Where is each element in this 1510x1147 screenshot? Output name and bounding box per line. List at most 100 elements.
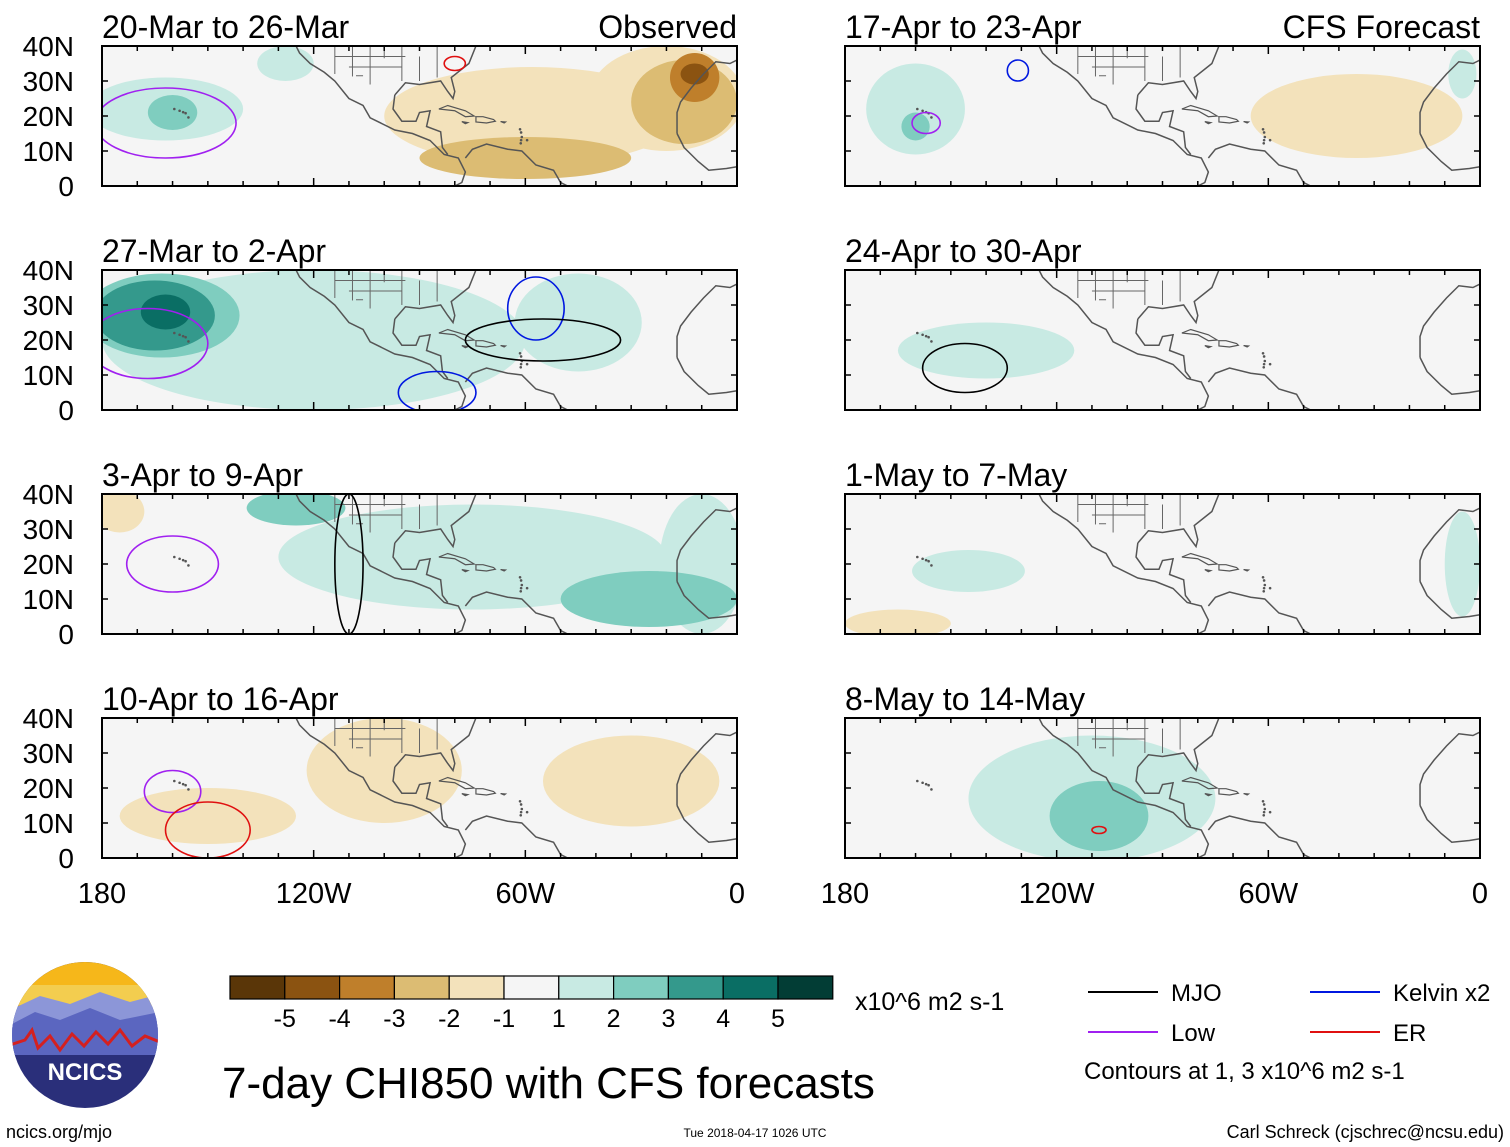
coastline [1137, 270, 1220, 325]
y-tick-label: 40N [23, 479, 74, 510]
figure-title: 7-day CHI850 with CFS forecasts [222, 1059, 875, 1108]
y-tick-label: 30N [23, 66, 74, 97]
island-dot [921, 333, 924, 337]
coastline [1419, 59, 1480, 134]
island-dot [519, 803, 523, 806]
coastline [1137, 46, 1220, 101]
contour-er [443, 55, 467, 72]
island-outline [1204, 345, 1213, 349]
island-outline [475, 116, 497, 124]
timestamp: Tue 2018-04-17 1026 UTC [684, 1126, 827, 1140]
island-outline [438, 776, 477, 790]
island-dot [927, 559, 930, 563]
island-dot [1263, 359, 1267, 363]
coastline [1038, 270, 1210, 410]
ncics-logo: NCICS [12, 962, 158, 1108]
anomaly-fill [119, 788, 297, 844]
legend-label: Kelvin x2 [1393, 980, 1490, 1007]
site-url[interactable]: ncics.org/mjo [6, 1122, 112, 1142]
island-outline [1204, 569, 1213, 573]
coastline [464, 367, 568, 410]
island-dot [1262, 366, 1266, 369]
coastline [392, 766, 449, 827]
island-dot [1261, 800, 1265, 803]
island-dot [924, 334, 928, 338]
island-outline [475, 788, 497, 796]
coastline [1137, 494, 1220, 549]
island-dot [1262, 579, 1266, 582]
contour-mjo [921, 342, 1009, 394]
island-dot [1263, 135, 1267, 139]
author-credit: Carl Schreck (cjschrec@ncsu.edu) [1227, 1122, 1504, 1142]
coastline [392, 542, 449, 603]
anomaly-fill [140, 294, 191, 330]
island-dot [184, 335, 187, 339]
anomaly-fill [680, 63, 709, 85]
island-outline [1243, 793, 1251, 796]
island-outline [1181, 328, 1220, 342]
anomaly-fill [912, 550, 1025, 592]
contour-kelvin-x2 [1006, 59, 1030, 82]
island-dot [525, 810, 529, 814]
coastline [1038, 718, 1210, 858]
coastline [464, 591, 568, 634]
coastline [464, 815, 568, 858]
colorbar-swatch [722, 975, 779, 1000]
island-dot [921, 781, 924, 785]
y-tick-label: 10N [23, 808, 74, 839]
y-tick-label: 40N [23, 703, 74, 734]
coastline [1135, 766, 1192, 827]
island-dot [1268, 138, 1272, 142]
logo-text: NCICS [48, 1059, 123, 1086]
coastline [1207, 591, 1311, 634]
island-dot [173, 107, 176, 111]
colorbar: -5 -4 -3 -2 -1 1 2 3 4 5 [229, 975, 834, 1033]
contour-low [911, 111, 942, 135]
colorbar-swatch [777, 975, 834, 1000]
contour-low [143, 769, 202, 814]
island-dot [518, 352, 522, 355]
island-dot [1268, 586, 1272, 590]
coastline [1038, 494, 1210, 634]
island-dot [525, 362, 529, 366]
colorbar-tick-label: -2 [438, 1005, 460, 1033]
y-tick-label: 20N [23, 773, 74, 804]
anomaly-fill [278, 504, 667, 610]
panel-title: 24-Apr to 30-Apr [845, 233, 1082, 269]
island-dot [1262, 586, 1266, 590]
contour-er [1091, 825, 1107, 835]
island-dot [520, 583, 524, 587]
anomaly-fill [1250, 74, 1463, 158]
coastline [676, 581, 737, 620]
coastline [1207, 815, 1311, 858]
map-panel: 40N 30N 20N 10N 0 3-Apr to 9-Apr [23, 457, 738, 650]
island-dot [178, 333, 181, 337]
map-panel: 40N 30N 20N 10N 0 10-Apr to 16-Apr 180 120W 60W 0 [23, 681, 745, 910]
coastline [1419, 283, 1480, 358]
colorbar-tick-label: -1 [493, 1005, 515, 1033]
island-outline [500, 569, 508, 572]
island-dot [1262, 362, 1266, 366]
island-dot [178, 781, 181, 785]
island-outline [461, 121, 470, 125]
coastline [1419, 133, 1480, 172]
colorbar-swatch [558, 975, 615, 1000]
coastline [392, 94, 449, 155]
island-dot [173, 779, 176, 783]
island-outline [1243, 345, 1251, 348]
island-dot [519, 586, 523, 590]
island-dot [930, 340, 933, 343]
y-tick-label: 0 [58, 395, 74, 426]
coastline [295, 46, 467, 186]
coastline [392, 318, 449, 379]
legend-label: Low [1171, 1020, 1216, 1047]
island-dot [187, 788, 190, 791]
island-dot [921, 109, 924, 113]
y-tick-label: 0 [58, 619, 74, 650]
coastline [676, 507, 737, 582]
contour-low [102, 87, 237, 159]
coastline [676, 133, 737, 172]
island-outline [1218, 340, 1240, 348]
coastline [1419, 507, 1480, 582]
